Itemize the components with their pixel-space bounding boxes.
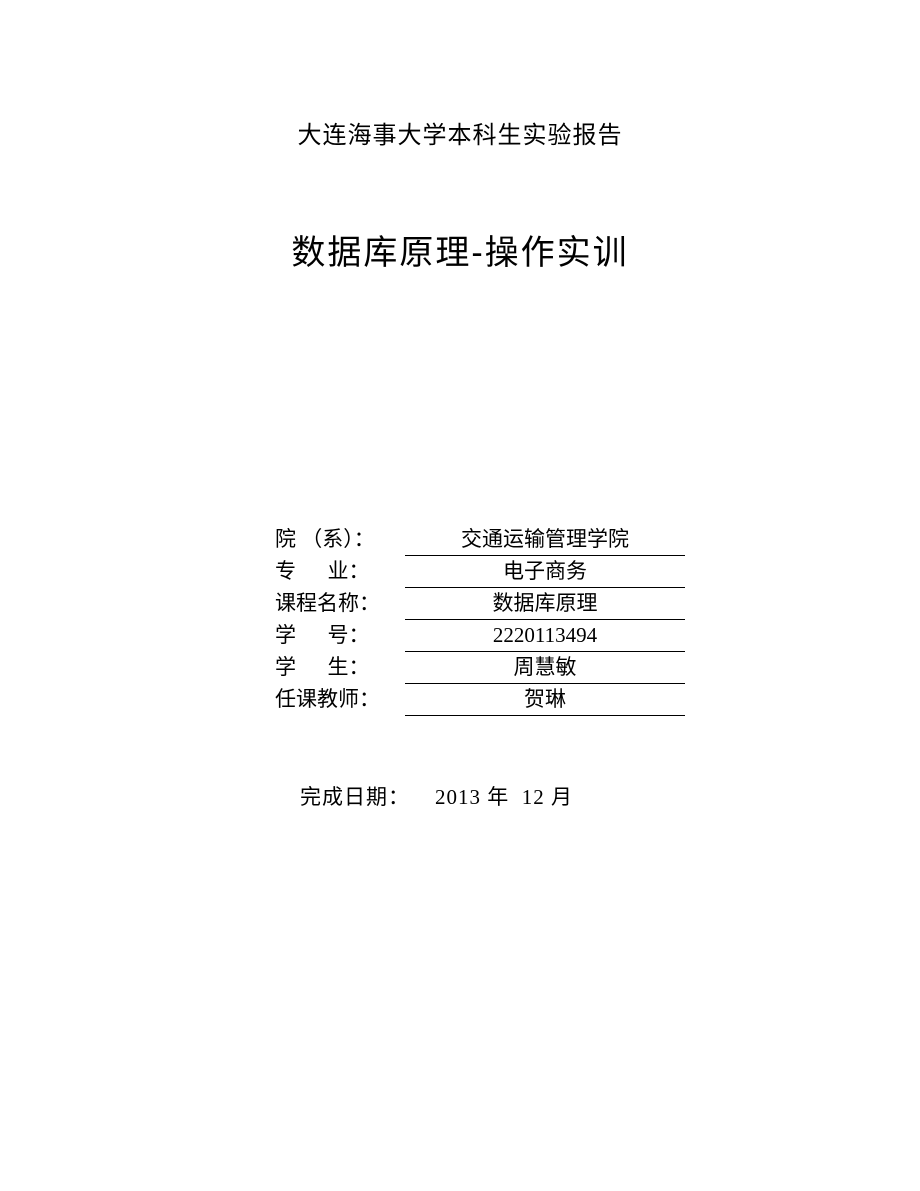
university-title: 大连海事大学本科生实验报告 <box>0 115 920 150</box>
completion-year: 2013 <box>435 785 481 809</box>
completion-date: 完成日期： 2013 年 12 月 <box>300 781 920 811</box>
info-label: 课程名称： <box>275 588 405 618</box>
info-row-teacher: 任课教师： 贺琳 <box>275 684 685 716</box>
completion-label: 完成日期： <box>300 785 410 809</box>
completion-month: 12 <box>522 785 545 809</box>
info-value: 交通运输管理学院 <box>405 524 685 556</box>
info-value: 数据库原理 <box>405 588 685 620</box>
info-row-student-name: 学 生： 周慧敏 <box>275 652 685 684</box>
info-label: 院 （系）： <box>275 524 405 554</box>
info-label: 专 业： <box>275 556 405 586</box>
info-row-major: 专 业： 电子商务 <box>275 556 685 588</box>
info-row-department: 院 （系）： 交通运输管理学院 <box>275 524 685 556</box>
info-label: 任课教师： <box>275 684 405 714</box>
course-title: 数据库原理-操作实训 <box>0 225 920 274</box>
info-row-student-id: 学 号： 2220113494 <box>275 620 685 652</box>
info-row-course: 课程名称： 数据库原理 <box>275 588 685 620</box>
info-value: 电子商务 <box>405 556 685 588</box>
info-value: 周慧敏 <box>405 652 685 684</box>
info-value: 贺琳 <box>405 684 685 716</box>
month-unit: 月 <box>551 785 573 809</box>
year-unit: 年 <box>487 785 509 809</box>
info-label: 学 生： <box>275 652 405 682</box>
document-page: 大连海事大学本科生实验报告 数据库原理-操作实训 院 （系）： 交通运输管理学院… <box>0 0 920 1191</box>
info-label: 学 号： <box>275 620 405 650</box>
info-section: 院 （系）： 交通运输管理学院 专 业： 电子商务 课程名称： 数据库原理 学 … <box>275 524 685 716</box>
info-value: 2220113494 <box>405 620 685 652</box>
